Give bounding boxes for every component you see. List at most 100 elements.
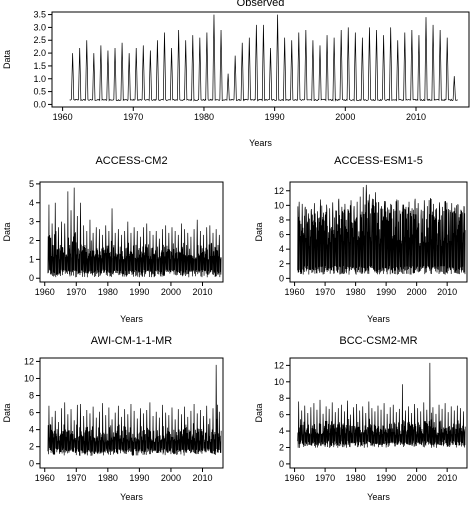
- x-tick-label: 1980: [98, 473, 118, 483]
- chart-title: BCC-CSM2-MR: [339, 335, 417, 347]
- x-tick-label: 1990: [376, 473, 396, 483]
- y-axis: 0 1 2 3 4 5: [29, 179, 40, 283]
- x-tick-label: 1960: [285, 473, 305, 483]
- x-tick-label: 2010: [192, 473, 212, 483]
- x-axis-label: Years: [367, 492, 390, 502]
- y-tick-label: 3.5: [33, 10, 46, 20]
- chart-panel-2: ACCESS-CM2 Years Data 1960 1970 1980 1990 2000 2…: [2, 155, 224, 324]
- y-tick-label: 12: [24, 356, 34, 366]
- y-tick-label: 8: [29, 391, 34, 401]
- x-tick-label: 1960: [35, 473, 55, 483]
- x-tick-label: 1980: [194, 112, 214, 122]
- x-tick-label: 1990: [129, 287, 149, 297]
- y-tick-label: 0: [29, 273, 34, 283]
- y-tick-label: 2: [29, 442, 34, 452]
- y-axis-label: Data: [2, 50, 12, 69]
- plot-frame: [289, 181, 468, 283]
- x-tick-label: 1970: [315, 473, 335, 483]
- chart-panel-1: Observed Years Data 1960 1970 1980 1990 2000 201…: [2, 0, 470, 148]
- x-tick-label: 1970: [66, 287, 86, 297]
- y-tick-label: 2.0: [33, 48, 46, 58]
- series-line: [297, 362, 466, 448]
- y-axis-label: Data: [254, 222, 264, 241]
- y-tick-label: 6: [279, 230, 284, 240]
- chart-title: Observed: [237, 0, 285, 9]
- y-tick-label: 12: [274, 186, 284, 196]
- y-tick-label: 12: [274, 360, 284, 370]
- y-axis-label: Data: [2, 222, 12, 241]
- plot-frame: [51, 11, 470, 108]
- y-tick-label: 0.0: [33, 99, 46, 109]
- chart-panel-5: BCC-CSM2-MR Years Data 1960 1970 1980 1990 2000…: [254, 335, 468, 502]
- y-tick-label: 1.0: [33, 74, 46, 84]
- y-tick-label: 4: [279, 426, 284, 436]
- y-tick-label: 8: [279, 215, 284, 225]
- series-line: [69, 14, 458, 102]
- y-axis-label: Data: [2, 403, 12, 422]
- y-tick-label: 0: [279, 459, 284, 469]
- series-line: [47, 187, 222, 278]
- y-axis: 0.0 0.5 1.0 1.5 2.0 2.5 3.0 3.5: [33, 10, 52, 109]
- y-tick-label: 1: [29, 254, 34, 264]
- x-tick-label: 1960: [285, 287, 305, 297]
- x-tick-label: 1970: [315, 287, 335, 297]
- y-tick-label: 1.5: [33, 61, 46, 71]
- y-tick-label: 10: [274, 200, 284, 210]
- x-tick-label: 1990: [265, 112, 285, 122]
- series-line: [297, 184, 466, 275]
- x-tick-label: 1980: [346, 473, 366, 483]
- y-tick-label: 3.0: [33, 22, 46, 32]
- x-axis: 1960 1970 1980 1990 2000 2010: [285, 282, 457, 297]
- y-tick-label: 3: [29, 217, 34, 227]
- y-tick-label: 2: [279, 442, 284, 452]
- y-tick-label: 6: [29, 408, 34, 418]
- y-axis: 0 2 4 6 8 10 12: [274, 360, 290, 469]
- y-tick-label: 2.5: [33, 35, 46, 45]
- x-tick-label: 2010: [437, 287, 457, 297]
- y-tick-label: 0.5: [33, 87, 46, 97]
- x-tick-label: 1980: [98, 287, 118, 297]
- x-tick-label: 2000: [407, 287, 427, 297]
- x-axis: 1960 1970 1980 1990 2000 2010: [35, 468, 213, 483]
- series-line: [47, 364, 222, 456]
- x-tick-label: 2000: [407, 473, 427, 483]
- y-tick-label: 10: [274, 377, 284, 387]
- x-tick-label: 1970: [123, 112, 143, 122]
- y-tick-label: 4: [29, 198, 34, 208]
- y-tick-label: 10: [24, 373, 34, 383]
- x-tick-label: 1970: [66, 473, 86, 483]
- x-tick-label: 1990: [129, 473, 149, 483]
- y-tick-label: 8: [279, 393, 284, 403]
- y-tick-label: 6: [279, 410, 284, 420]
- y-axis-label: Data: [254, 403, 264, 422]
- x-tick-label: 2010: [192, 287, 212, 297]
- x-axis-label: Years: [249, 138, 272, 148]
- chart-title: AWI-CM-1-1-MR: [91, 335, 173, 347]
- y-tick-label: 5: [29, 179, 34, 189]
- y-tick-label: 4: [29, 425, 34, 435]
- x-tick-label: 1960: [35, 287, 55, 297]
- x-tick-label: 1960: [53, 112, 73, 122]
- y-tick-label: 0: [279, 273, 284, 283]
- y-axis: 0 2 4 6 8 10 12: [24, 356, 40, 469]
- chart-title: ACCESS-ESM1-5: [334, 155, 423, 167]
- x-tick-label: 2000: [335, 112, 355, 122]
- x-tick-label: 2000: [161, 287, 181, 297]
- y-tick-label: 2: [29, 235, 34, 245]
- plot-frame: [289, 357, 468, 469]
- y-tick-label: 2: [279, 259, 284, 269]
- y-tick-label: 0: [29, 459, 34, 469]
- x-tick-label: 1980: [346, 287, 366, 297]
- x-axis: 1960 1970 1980 1990 2000 2010: [285, 468, 457, 483]
- x-axis-label: Years: [367, 314, 390, 324]
- x-axis-label: Years: [120, 314, 143, 324]
- y-tick-label: 4: [279, 244, 284, 254]
- x-tick-label: 2000: [161, 473, 181, 483]
- x-tick-label: 1990: [376, 287, 396, 297]
- x-tick-label: 2010: [437, 473, 457, 483]
- x-axis-label: Years: [120, 492, 143, 502]
- y-axis: 0 2 4 6 8 10 12: [274, 186, 290, 283]
